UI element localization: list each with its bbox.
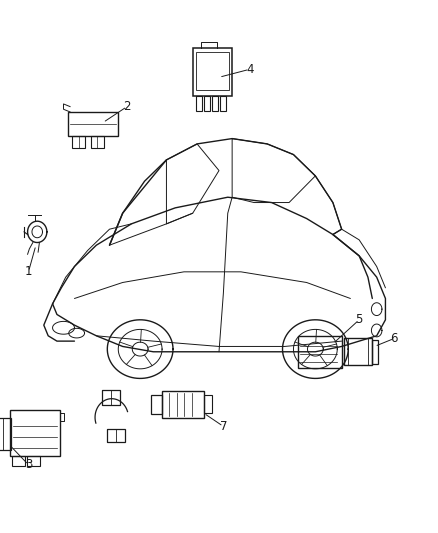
Bar bbox=[193, 48, 232, 96]
Bar bbox=[102, 390, 111, 405]
Bar bbox=[220, 96, 226, 111]
Bar bbox=[162, 391, 204, 418]
Bar bbox=[196, 96, 202, 111]
Text: 6: 6 bbox=[390, 332, 398, 345]
Bar bbox=[344, 338, 372, 365]
Bar bbox=[27, 456, 40, 466]
Bar bbox=[72, 136, 85, 148]
Bar bbox=[102, 390, 120, 405]
Text: 7: 7 bbox=[219, 420, 227, 433]
Bar bbox=[68, 112, 118, 136]
Bar bbox=[0, 418, 3, 450]
Bar bbox=[107, 429, 125, 442]
Text: 5: 5 bbox=[356, 313, 363, 326]
Text: 3: 3 bbox=[25, 458, 32, 471]
Bar bbox=[298, 336, 342, 368]
Bar bbox=[348, 338, 368, 365]
Bar bbox=[107, 429, 116, 442]
Bar bbox=[12, 456, 25, 466]
Text: 1: 1 bbox=[25, 265, 32, 278]
Bar bbox=[204, 96, 210, 111]
Bar bbox=[196, 52, 229, 90]
Bar bbox=[0, 418, 11, 450]
Bar bbox=[372, 340, 378, 364]
Bar bbox=[204, 395, 212, 413]
Text: 2: 2 bbox=[123, 100, 131, 113]
Bar bbox=[91, 136, 104, 148]
Bar bbox=[151, 395, 162, 414]
Bar bbox=[10, 410, 60, 456]
Bar bbox=[212, 96, 218, 111]
Text: 4: 4 bbox=[246, 63, 254, 76]
